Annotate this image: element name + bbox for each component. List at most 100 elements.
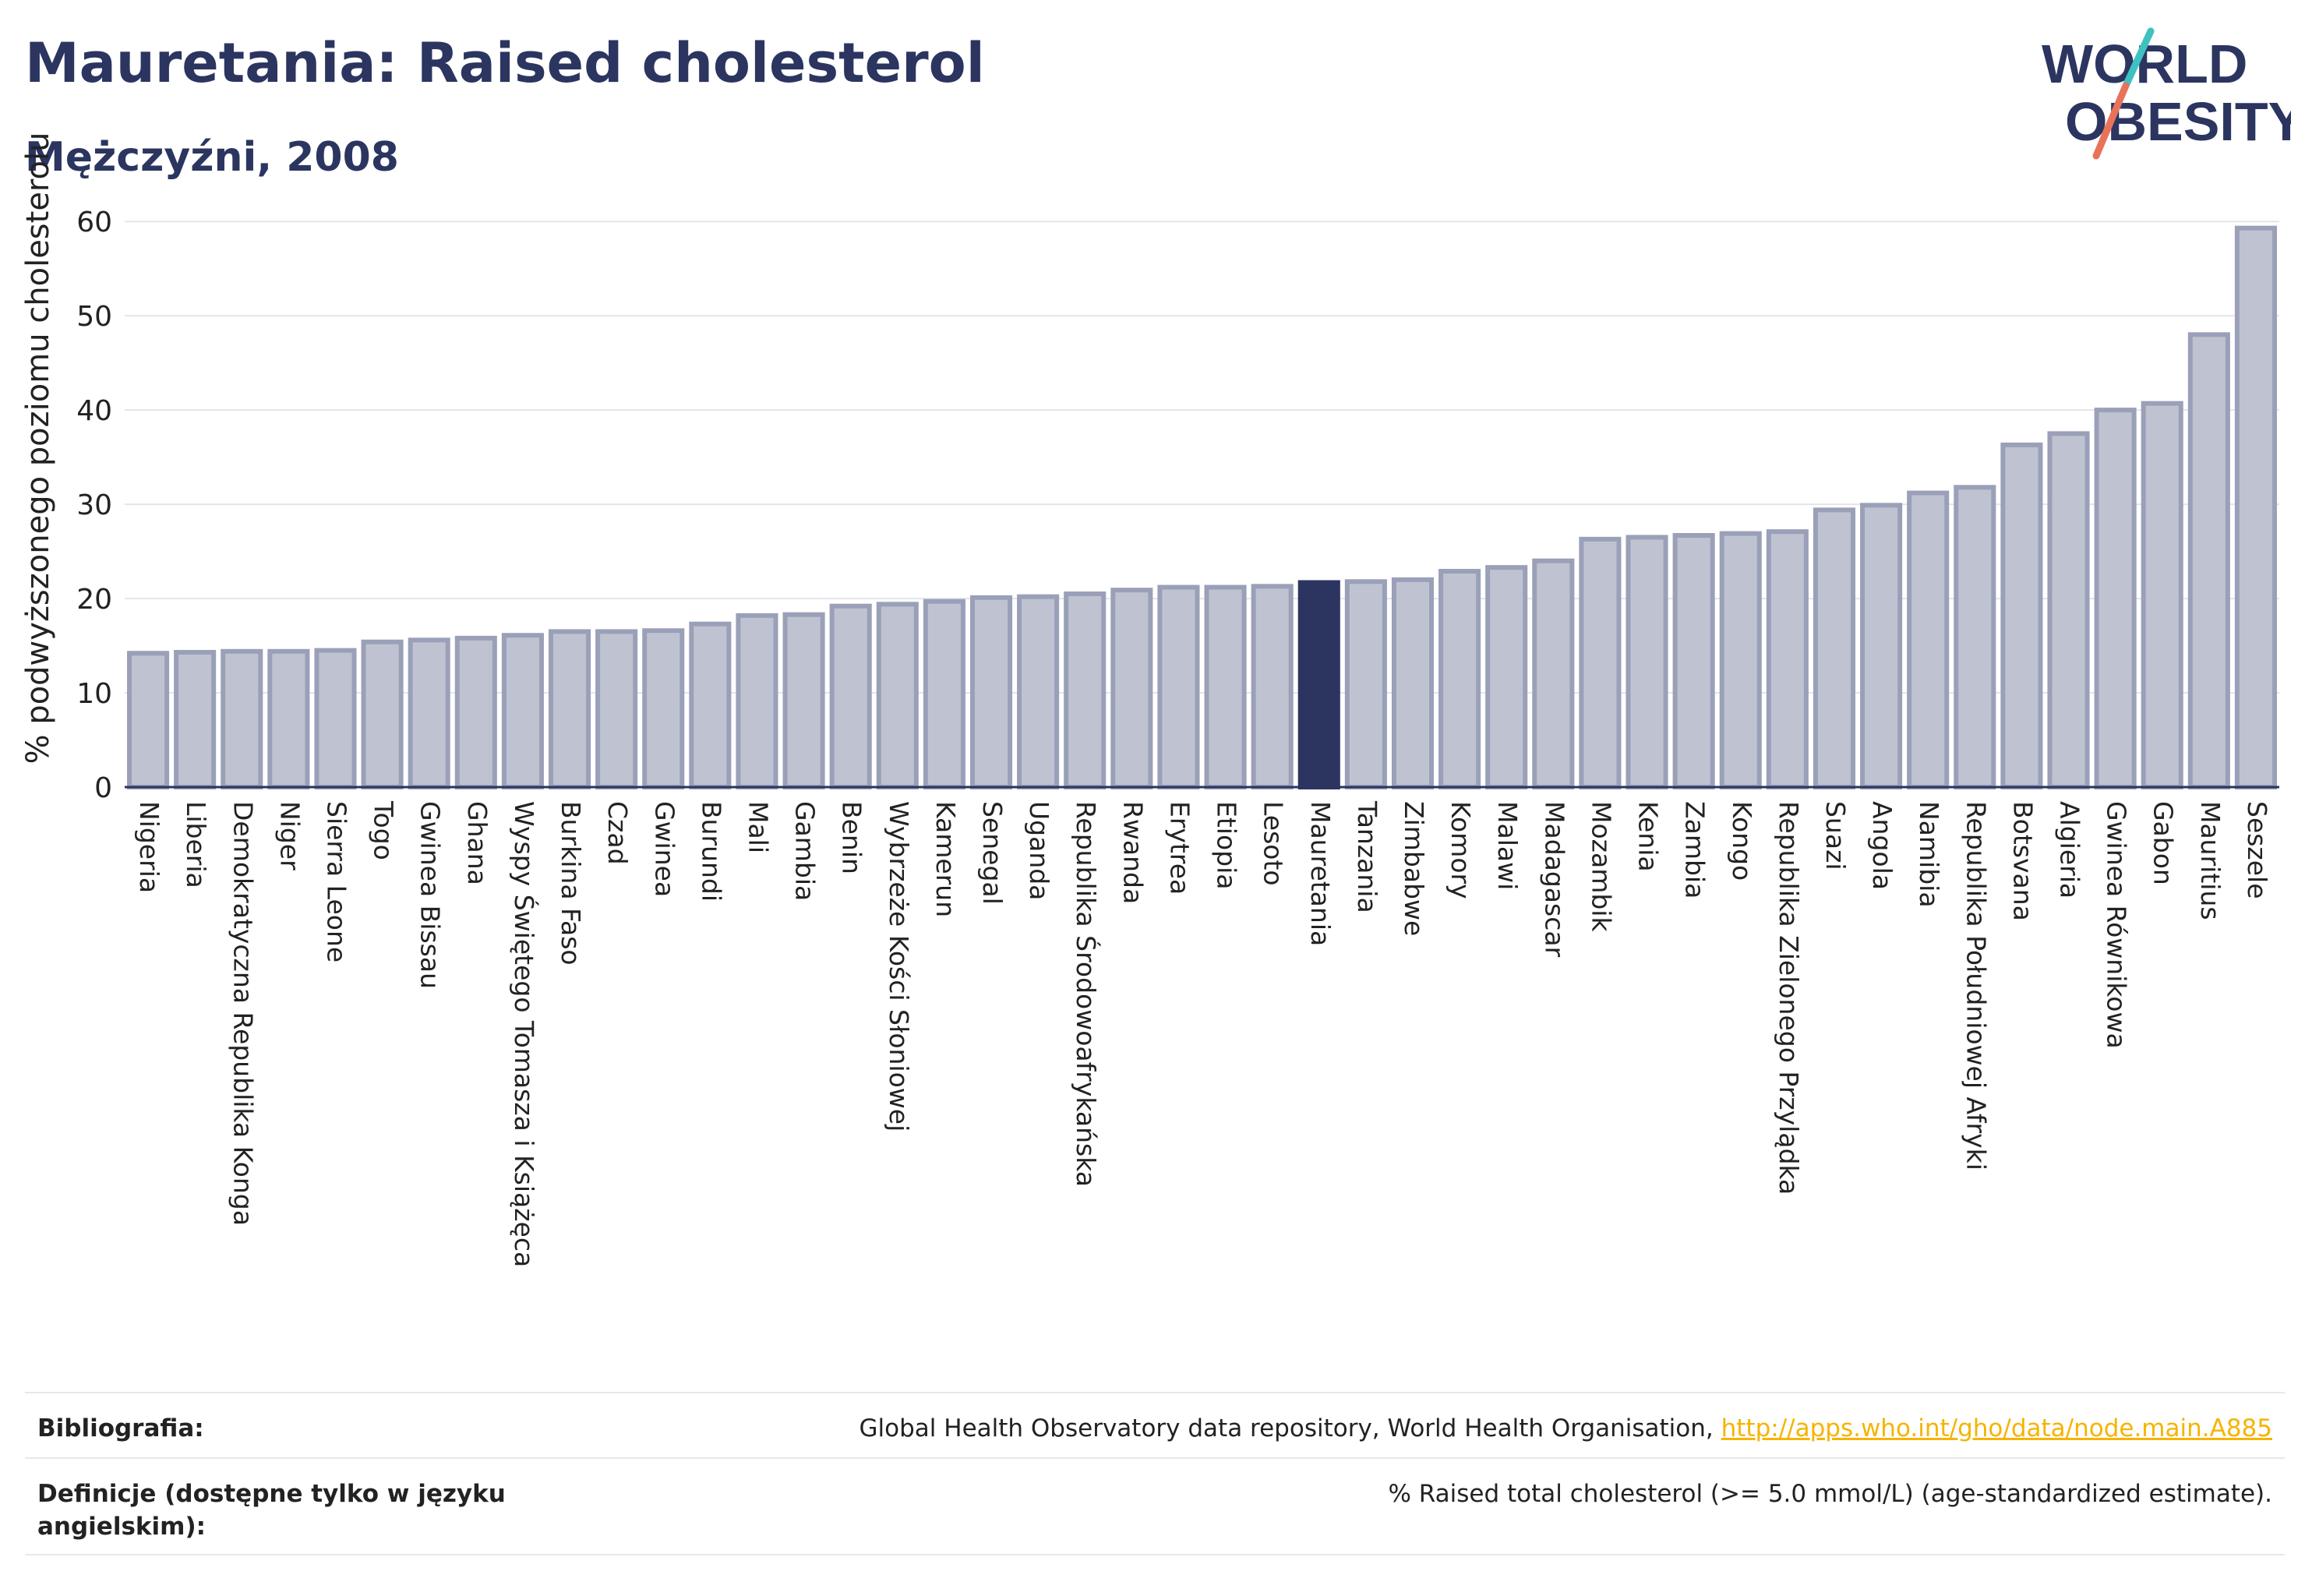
world-obesity-logo: WORLD OBESITY — [2042, 27, 2291, 160]
bar-sierra-leone[interactable] — [314, 648, 357, 790]
x-tick-label: Togo — [369, 800, 399, 860]
x-tick-label: Zambia — [1680, 801, 1710, 899]
x-tick-label: Kamerun — [930, 801, 961, 917]
bar-senegal[interactable] — [969, 595, 1013, 790]
x-tick-label: Republika Środowoafrykańska — [1071, 801, 1102, 1187]
bar-benin[interactable] — [829, 603, 872, 790]
x-tick-label: Zimbabwe — [1399, 801, 1429, 936]
bar-gwinea-bissau[interactable] — [408, 637, 450, 790]
bar-wyspy-świętego-tomasza-i-książęca[interactable] — [501, 633, 544, 790]
x-tick-label: Senegal — [977, 801, 1008, 905]
x-tick-label: Republika Zielonego Przylądka — [1774, 801, 1804, 1195]
bar-uganda[interactable] — [1017, 594, 1060, 789]
bar-erytrea[interactable] — [1157, 584, 1200, 789]
bar-rwanda[interactable] — [1110, 588, 1153, 790]
x-tick-label: Gabon — [2148, 801, 2179, 885]
bar-etiopia[interactable] — [1204, 584, 1247, 789]
bar-czad[interactable] — [595, 629, 638, 789]
x-tick-label: Rwanda — [1117, 801, 1148, 904]
bar-botsvana[interactable] — [2000, 442, 2043, 789]
footer-divider-middle — [25, 1457, 2285, 1459]
x-tick-label: Gwinea — [649, 801, 679, 897]
bar-mauretania[interactable] — [1297, 580, 1340, 789]
bar-suazi[interactable] — [1813, 507, 1856, 790]
y-tick-label: 50 — [76, 301, 112, 333]
x-tick-label: Kongo — [1727, 801, 1757, 881]
y-axis-ticks: 0 10 20 30 40 50 60 — [76, 207, 112, 804]
x-tick-label: Nigeria — [134, 801, 164, 893]
bar-ghana[interactable] — [454, 635, 497, 789]
bar-mali[interactable] — [736, 613, 778, 789]
bar-togo[interactable] — [361, 639, 404, 789]
bar-gwinea[interactable] — [642, 628, 685, 789]
x-tick-label: Seszele — [2242, 801, 2272, 899]
logo-slash-coral — [2092, 82, 2130, 160]
bar-burundi[interactable] — [689, 621, 732, 790]
x-tick-label: Demokratyczna Republika Konga — [228, 801, 258, 1226]
bar-chart: 0 10 20 30 40 50 60 Nigeria Liberia Demokratyczn… — [20, 132, 2279, 1267]
bar-burkina-faso[interactable] — [548, 629, 591, 789]
bar-wybrzeże-kości-słoniowej[interactable] — [876, 602, 919, 789]
chart-title: Mauretania: Raised cholesterol — [25, 31, 985, 95]
bar-demokratyczna-republika-konga[interactable] — [221, 648, 263, 789]
x-tick-label: Gwinea Bissau — [415, 801, 446, 989]
x-tick-label: Burkina Faso — [556, 801, 586, 966]
bar-gabon[interactable] — [2141, 401, 2183, 790]
x-tick-label: Gwinea Równikowa — [2102, 801, 2132, 1049]
bar-mozambik[interactable] — [1579, 536, 1622, 790]
y-tick-label: 30 — [76, 489, 112, 521]
bars — [127, 225, 2277, 790]
bar-namibia[interactable] — [1907, 490, 1950, 789]
chart-subtitle: Mężczyźni, 2008 — [25, 134, 399, 181]
bar-republika-południowej-afryki[interactable] — [1954, 485, 1996, 789]
x-tick-label: Tanzania — [1352, 800, 1382, 913]
bar-algieria[interactable] — [2047, 431, 2090, 789]
x-axis-labels: Nigeria Liberia Demokratyczna Republika Ko… — [134, 800, 2272, 1267]
bar-kamerun[interactable] — [923, 598, 965, 789]
definitions-value: % Raised total cholesterol (>= 5.0 mmol/… — [1388, 1480, 2272, 1508]
bar-republika-środowoafrykańska[interactable] — [1064, 591, 1107, 789]
x-tick-label: Malawi — [1492, 801, 1523, 890]
x-tick-label: Lesoto — [1258, 801, 1289, 886]
bar-madagascar[interactable] — [1532, 558, 1575, 789]
x-tick-label: Uganda — [1024, 801, 1054, 900]
bibliography-link[interactable]: http://apps.who.int/gho/data/node.main.A… — [1721, 1414, 2272, 1442]
x-tick-label: Wybrzeże Kości Słoniowej — [884, 801, 914, 1132]
bar-kenia[interactable] — [1626, 535, 1668, 789]
bar-zambia[interactable] — [1672, 533, 1715, 789]
bar-gwinea-równikowa[interactable] — [2094, 408, 2137, 789]
x-tick-label: Ghana — [462, 801, 492, 885]
x-tick-label: Burundi — [696, 801, 726, 902]
logo-slash-teal — [2122, 27, 2155, 90]
bar-liberia[interactable] — [174, 650, 217, 789]
bar-seszele[interactable] — [2234, 225, 2277, 789]
bar-tanzania[interactable] — [1344, 579, 1387, 790]
definitions-label: Definicje (dostępne tylko w języku angie… — [37, 1480, 506, 1541]
bibliography-label: Bibliografia: — [37, 1414, 204, 1442]
bar-nigeria[interactable] — [127, 651, 170, 790]
x-tick-label: Liberia — [181, 801, 211, 888]
bar-kongo[interactable] — [1719, 531, 1762, 790]
bar-republika-zielonego-przylądka[interactable] — [1766, 529, 1809, 789]
bar-mauritius[interactable] — [2187, 332, 2230, 789]
x-tick-label: Komory — [1445, 801, 1476, 899]
y-tick-label: 60 — [76, 207, 112, 238]
bar-komory[interactable] — [1438, 568, 1481, 790]
x-tick-label: Etiopia — [1212, 801, 1242, 890]
y-tick-label: 10 — [76, 678, 112, 710]
x-tick-label: Mozambik — [1586, 801, 1616, 932]
x-tick-label: Republika Południowej Afryki — [1961, 801, 1991, 1171]
footer-divider-top — [25, 1392, 2285, 1393]
x-tick-label: Suazi — [1820, 801, 1851, 870]
bar-zimbabwe[interactable] — [1391, 577, 1435, 789]
x-tick-label: Angola — [1867, 801, 1897, 890]
x-tick-label: Kenia — [1633, 801, 1664, 872]
bar-lesoto[interactable] — [1251, 584, 1294, 789]
x-tick-label: Benin — [837, 801, 867, 874]
x-tick-label: Mauretania — [1305, 801, 1336, 946]
bar-malawi[interactable] — [1485, 565, 1528, 789]
bar-niger[interactable] — [267, 648, 310, 789]
bar-angola[interactable] — [1860, 503, 1903, 789]
bar-gambia[interactable] — [782, 612, 825, 789]
x-tick-label: Botsvana — [2007, 801, 2038, 921]
